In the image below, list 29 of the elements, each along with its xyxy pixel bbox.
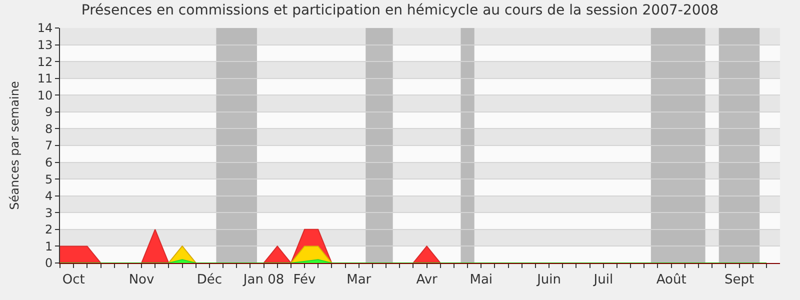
x-tick-label: Juin: [536, 272, 562, 288]
y-tick-label: 7: [44, 138, 53, 153]
y-tick-label: 8: [44, 122, 53, 136]
x-tick-label: Avr: [416, 272, 438, 288]
y-tick-label: 5: [44, 172, 53, 186]
x-tick-label: Mai: [470, 272, 493, 288]
y-axis-title: Séances par semaine: [8, 81, 22, 210]
y-tick-label: 2: [44, 222, 53, 237]
x-tick-label: Oct: [62, 272, 85, 288]
y-tick-label: 11: [37, 72, 53, 86]
y-tick-label: 0: [44, 256, 53, 270]
x-tick-label: Déc: [196, 272, 222, 288]
x-tick-label: Août: [656, 272, 686, 288]
y-tick-label: 14: [37, 21, 53, 36]
x-tick-label: Mar: [346, 272, 372, 288]
y-tick-label: 4: [44, 189, 53, 204]
x-tick-label: Nov: [128, 272, 154, 288]
y-tick-label: 1: [44, 239, 53, 254]
x-tick-label: Fév: [293, 272, 316, 288]
x-tick-label: Jan 08: [242, 272, 284, 288]
y-tick-label: 9: [44, 105, 53, 120]
y-tick-label: 3: [44, 206, 53, 220]
chart-title: Présences en commissions et participation en hémicycle au cours de la session 2007-2008: [81, 2, 719, 18]
x-tick-label: Sept: [724, 272, 754, 288]
x-tick-label: Juil: [592, 272, 614, 288]
y-tick-label: 12: [37, 54, 53, 69]
y-tick-label: 13: [37, 38, 53, 52]
y-tick-label: 6: [44, 155, 53, 170]
y-tick-label: 10: [37, 88, 53, 102]
